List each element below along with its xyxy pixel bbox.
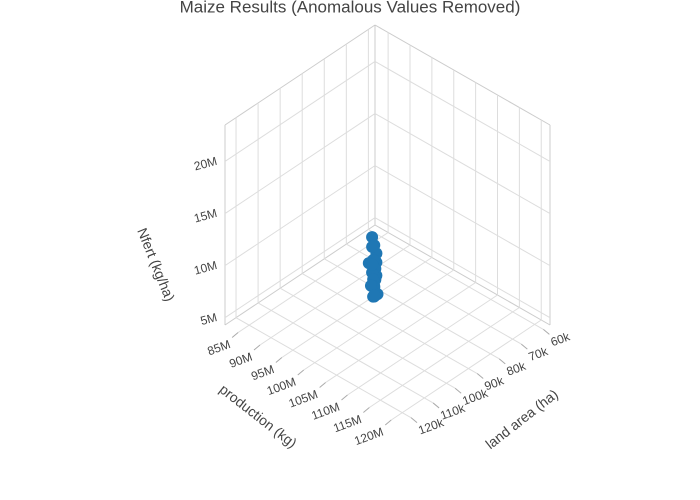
y-grid-line (390, 319, 542, 421)
y-grid-line (369, 307, 520, 408)
x-tick (543, 329, 550, 335)
x-grid-line (257, 302, 434, 404)
z-grid-line (224, 217, 376, 319)
box-edge (224, 24, 376, 126)
z-axis-title: Nfert (kg/ha) (134, 225, 178, 303)
x-grid-line (301, 273, 478, 374)
x-tick (432, 402, 440, 409)
x-tick-label: 90k (483, 373, 507, 393)
y-grid-line (281, 257, 433, 358)
y-tick-label: 90M (227, 350, 254, 371)
y-tick (363, 407, 370, 413)
y-grid-line (303, 269, 455, 371)
y-tick (275, 357, 283, 363)
y-grid-line (325, 282, 476, 383)
data-point (364, 279, 377, 292)
y-tick (319, 382, 326, 388)
z-tick-label: 10M (192, 258, 218, 278)
x-tick (498, 358, 506, 365)
x-tick-label: 80k (505, 359, 529, 379)
z-grid-line (374, 165, 551, 267)
box-edge (374, 224, 551, 326)
y-grid-line (237, 232, 389, 333)
z-grid-line (224, 61, 376, 162)
x-tick-label: 70k (527, 344, 551, 364)
data-point (366, 258, 379, 271)
y-grid-line (259, 244, 411, 346)
y-tick (384, 419, 392, 426)
data-point (366, 240, 379, 253)
data-point (368, 289, 381, 302)
y-tick-label: 85M (206, 337, 233, 358)
z-grid-line (374, 217, 551, 319)
x-tick (476, 373, 484, 379)
z-tick-label: 20M (192, 154, 218, 174)
x-axis-title: land area (ha) (482, 386, 561, 452)
x-grid-line (279, 287, 456, 389)
y-grid-line (347, 294, 498, 396)
y-tick-label: 120M (352, 425, 385, 448)
x-grid-line (324, 258, 500, 360)
x-tick (521, 343, 528, 350)
box-edge (374, 24, 551, 126)
box-edge (224, 224, 376, 326)
y-tick-label: 95M (249, 362, 276, 383)
y-tick (231, 332, 239, 338)
z-grid-line (224, 165, 376, 267)
z-grid-line (374, 61, 551, 162)
x-tick (454, 387, 462, 394)
x-tick-label: 60k (549, 329, 573, 349)
x-grid-line (368, 228, 544, 330)
z-grid-line (374, 113, 551, 214)
x-tick (410, 417, 418, 424)
y-tick (253, 344, 261, 351)
y-tick (297, 369, 305, 376)
chart-title: Maize Results (Anomalous Values Removed) (180, 0, 521, 16)
y-tick (341, 394, 348, 401)
x-grid-line (235, 317, 412, 419)
z-tick-label: 15M (192, 206, 218, 226)
z-tick-label: 5M (199, 310, 219, 328)
z-grid-line (224, 113, 376, 214)
